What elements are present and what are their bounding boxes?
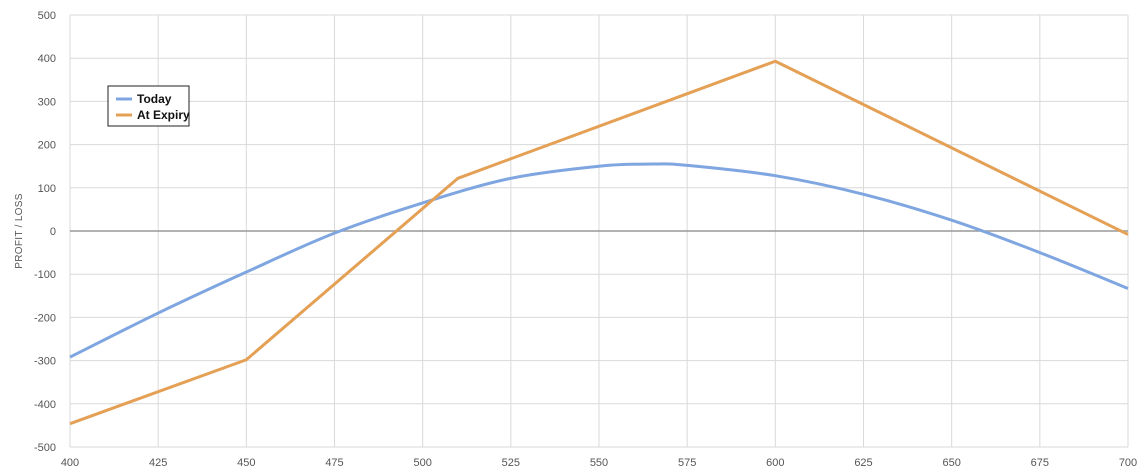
y-tick-label: 100 [38,183,56,195]
y-tick-label: 200 [38,140,56,152]
y-tick-label: -100 [34,269,56,281]
y-tick-label: -200 [34,312,56,324]
x-tick-label: 675 [1031,457,1049,469]
y-tick-label: 500 [38,10,56,22]
x-tick-label: 525 [502,457,520,469]
y-tick-label: -300 [34,356,56,368]
y-tick-label: 400 [38,53,56,65]
x-tick-label: 425 [149,457,167,469]
y-tick-label: 0 [50,226,56,238]
series-lines [69,59,1129,426]
y-tick-label: 300 [38,96,56,108]
legend: Today At Expiry [107,85,190,127]
x-tick-label: 550 [590,457,608,469]
x-tick-label: 700 [1119,457,1137,469]
x-tick-label: 500 [413,457,431,469]
series-line-today [69,162,1129,359]
x-tick-label: 650 [942,457,960,469]
x-tick-label: 600 [766,457,784,469]
y-tick-label: -500 [34,442,56,454]
legend-label: Today [137,92,172,106]
x-tick-label: 450 [237,457,255,469]
legend-label: At Expiry [137,108,190,122]
tick-labels: 400 425 450 475 500 525 550 575 600 625 650 675 700 -… [34,10,1137,469]
x-tick-label: 625 [854,457,872,469]
x-tick-label: 475 [325,457,343,469]
y-tick-label: -400 [34,399,56,411]
y-axis-title: PROFIT / LOSS [14,193,25,268]
x-tick-label: 575 [678,457,696,469]
x-tick-label: 400 [61,457,79,469]
legend-box [107,85,190,127]
series-line-at-expiry [69,59,1129,426]
grid [69,14,1129,448]
